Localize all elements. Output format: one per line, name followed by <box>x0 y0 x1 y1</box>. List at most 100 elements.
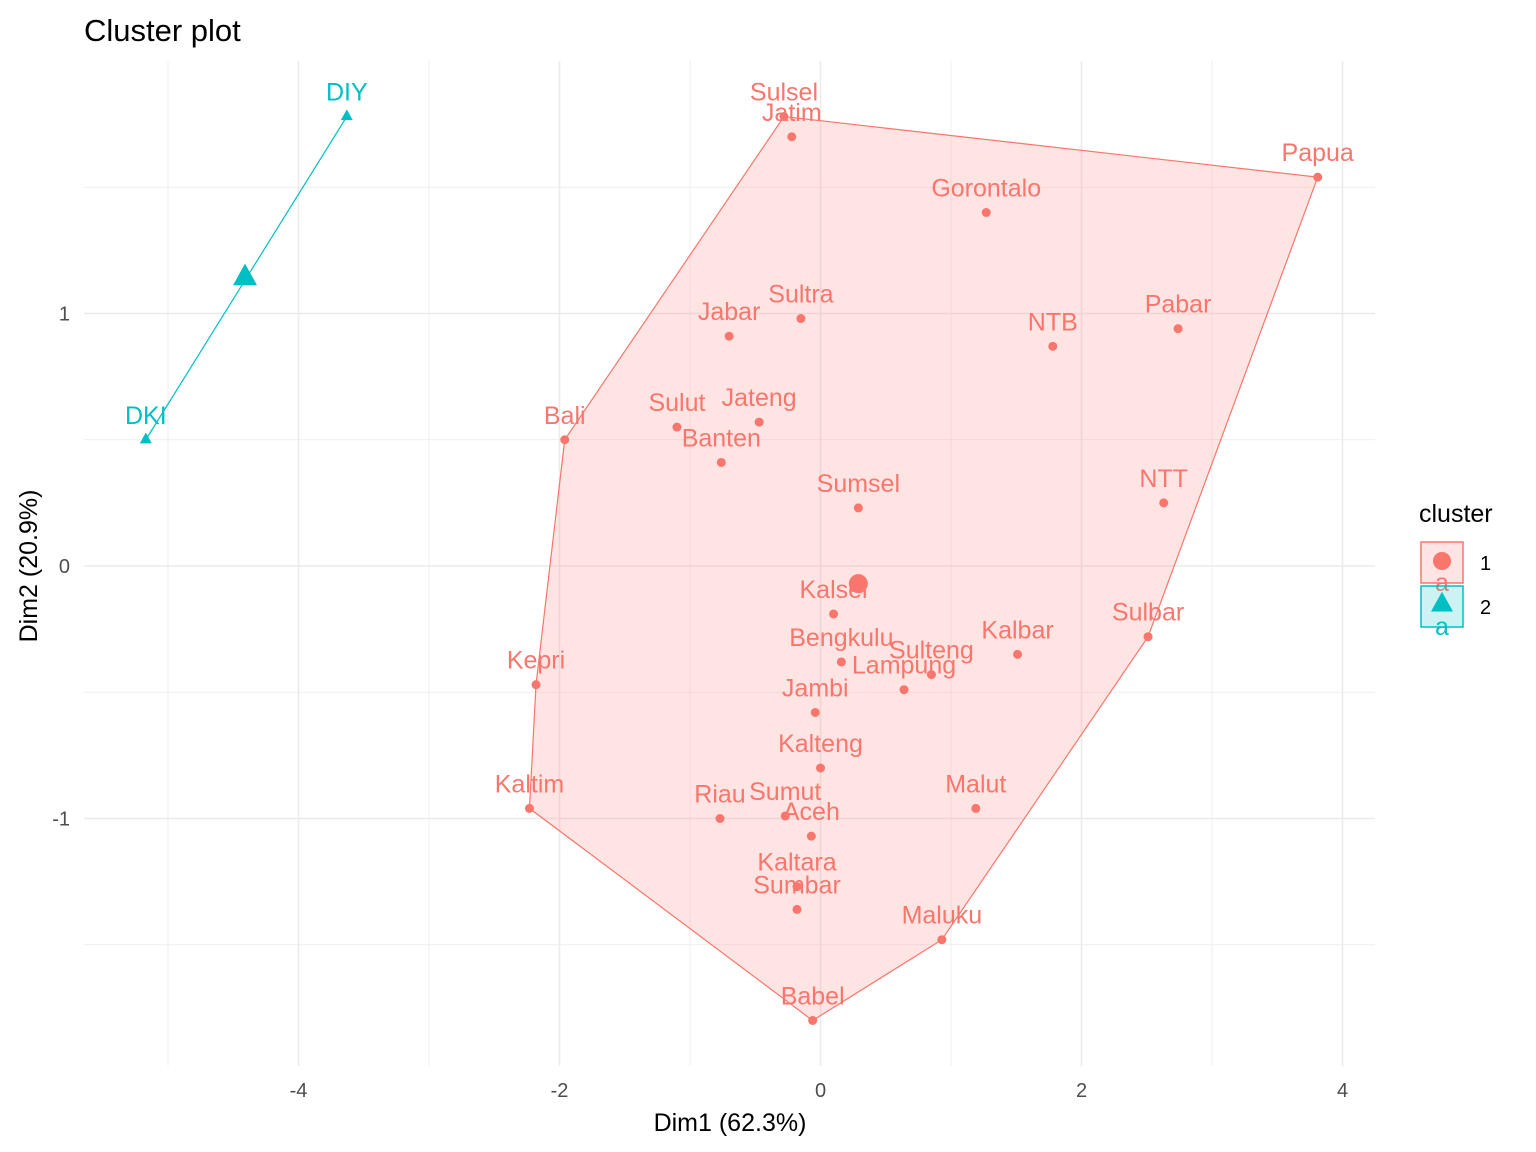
point-kalsel <box>829 609 839 619</box>
label-malut: Malut <box>945 770 1006 798</box>
label-kalbar: Kalbar <box>981 616 1053 644</box>
label-jateng: Jateng <box>722 384 797 412</box>
label-sulteng: Sulteng <box>889 637 974 665</box>
point-malut <box>971 803 981 813</box>
point-lampung <box>899 685 909 695</box>
label-lampung: Lampung <box>852 652 956 680</box>
point-kalteng <box>816 763 825 773</box>
point-gorontalo <box>981 208 991 217</box>
data-points <box>139 109 1323 1025</box>
label-sultra: Sultra <box>768 281 833 309</box>
label-sulut: Sulut <box>648 389 705 417</box>
point-sulbar <box>1143 632 1153 642</box>
point-pabar <box>1173 324 1183 334</box>
x-tick-label: -2 <box>551 1080 569 1102</box>
point-papua <box>1313 172 1323 182</box>
point-sultra <box>796 314 806 324</box>
label-bengkulu: Bengkulu <box>789 624 893 652</box>
label-dki: DKI <box>125 402 167 430</box>
label-jambi: Jambi <box>782 674 849 702</box>
label-kepri: Kepri <box>507 647 565 675</box>
grid <box>84 61 1375 1066</box>
axis-ticks: -4 -2 0 2 4 -1 0 1 <box>52 304 1348 1103</box>
legend-key-1: a1 <box>1420 541 1491 597</box>
y-axis-title: Dim2 (20.9%) <box>15 490 43 643</box>
label-sulsel: Sulsel <box>750 79 818 107</box>
point-sumsel <box>853 503 863 513</box>
label-aceh: Aceh <box>783 798 840 826</box>
y-tick-label: 0 <box>59 556 70 578</box>
point-banten <box>716 457 726 467</box>
point-diy <box>340 109 353 121</box>
point-kaltim <box>524 803 534 813</box>
y-tick-label: 1 <box>59 304 70 326</box>
point-babel <box>808 1016 818 1025</box>
legend-key-text: a <box>1435 569 1449 597</box>
chart-title: Cluster plot <box>84 13 241 48</box>
label-kaltara: Kaltara <box>757 849 836 877</box>
point-sumut <box>780 811 790 821</box>
label-kaltim: Kaltim <box>495 770 564 798</box>
label-pabar: Pabar <box>1145 291 1212 319</box>
point-sulut <box>672 422 682 432</box>
cluster-1-center <box>848 574 868 594</box>
point-sumbar <box>792 904 802 914</box>
point-jabar <box>724 331 734 341</box>
label-sumbar: Sumbar <box>753 871 841 899</box>
point-sulsel <box>779 112 789 122</box>
cluster-2-center <box>232 263 257 286</box>
cluster-centers <box>232 263 868 594</box>
label-gorontalo: Gorontalo <box>931 175 1041 203</box>
label-jabar: Jabar <box>698 298 761 326</box>
point-riau <box>715 814 725 823</box>
point-kaltara <box>792 882 802 892</box>
label-sumsel: Sumsel <box>817 470 900 498</box>
point-kalbar <box>1013 649 1023 659</box>
x-tick-label: -4 <box>290 1080 308 1102</box>
label-maluku: Maluku <box>902 902 983 930</box>
label-jatim: Jatim <box>762 99 822 127</box>
legend-label: 1 <box>1480 553 1491 575</box>
point-ntt <box>1159 498 1169 508</box>
label-banten: Banten <box>682 424 761 452</box>
x-tick-label: 4 <box>1337 1080 1348 1102</box>
label-kalteng: Kalteng <box>778 730 863 758</box>
point-ntb <box>1048 341 1058 351</box>
label-babel: Babel <box>781 983 845 1011</box>
label-riau: Riau <box>694 781 745 809</box>
legend-key-2: a2 <box>1420 585 1491 641</box>
legend-key-circle <box>1433 552 1451 570</box>
point-bali <box>560 435 570 445</box>
label-kalsel: Kalsel <box>800 576 868 604</box>
point-bengkulu <box>836 657 846 667</box>
legend-title: cluster <box>1419 500 1493 528</box>
label-sulbar: Sulbar <box>1112 599 1184 627</box>
point-jambi <box>810 707 820 717</box>
x-tick-label: 2 <box>1076 1080 1087 1102</box>
label-sumut: Sumut <box>749 778 821 806</box>
point-jateng <box>754 417 764 427</box>
y-tick-label: -1 <box>52 809 70 831</box>
cluster-hulls <box>145 115 1319 1022</box>
x-tick-label: 0 <box>815 1080 826 1102</box>
label-bali: Bali <box>544 402 586 430</box>
legend-label: 2 <box>1480 597 1491 619</box>
label-ntt: NTT <box>1139 465 1188 493</box>
label-diy: DIY <box>326 79 368 107</box>
label-ntb: NTB <box>1028 308 1078 336</box>
label-papua: Papua <box>1282 139 1354 167</box>
point-sulteng <box>926 670 936 680</box>
legend-key-triangle <box>1431 591 1453 612</box>
point-maluku <box>937 935 947 945</box>
point-kepri <box>531 680 541 690</box>
point-dki <box>139 432 152 444</box>
x-axis-title: Dim1 (62.3%) <box>654 1109 807 1137</box>
point-aceh <box>806 831 816 841</box>
point-jatim <box>787 132 797 142</box>
cluster-1-hull <box>528 115 1319 1022</box>
legend-key-text: a <box>1435 613 1449 641</box>
